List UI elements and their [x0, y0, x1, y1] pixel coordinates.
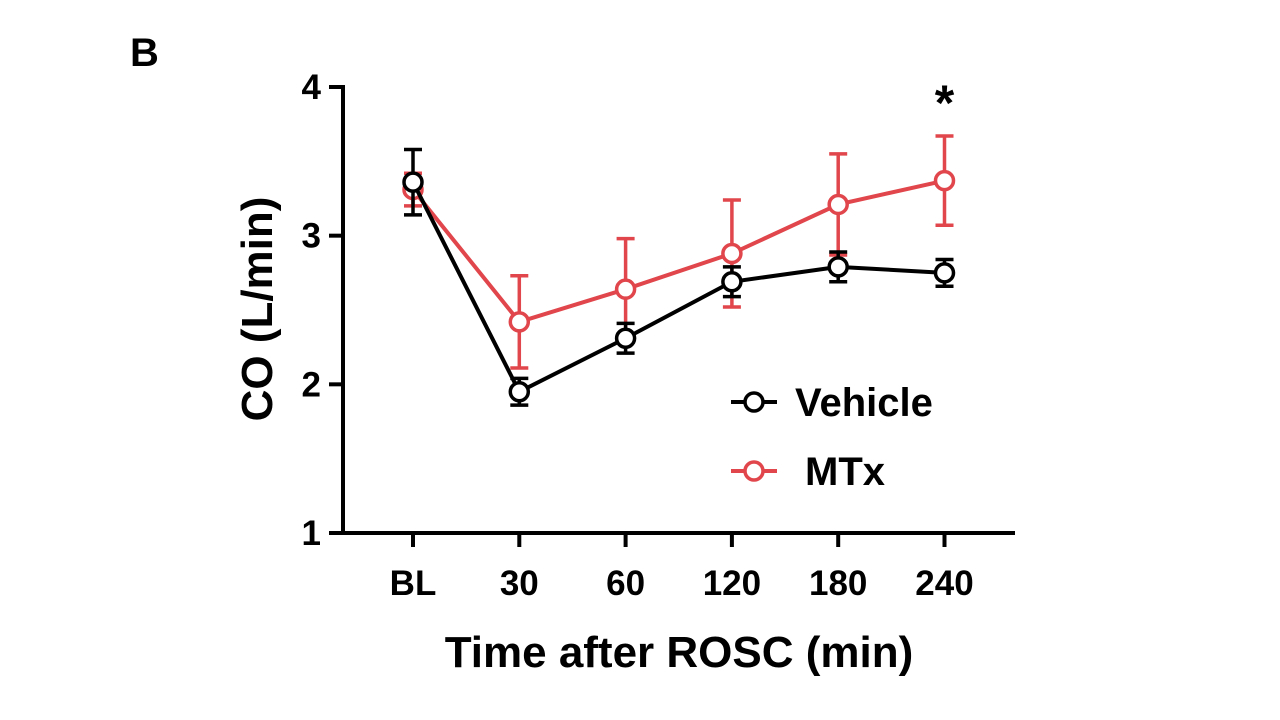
data-point-vehicle: [721, 271, 743, 293]
data-point-mtx: [721, 242, 743, 265]
y-tick-label: 1: [302, 514, 321, 553]
legend: Vehicle MTx: [731, 381, 933, 494]
series-mtx: [402, 134, 956, 370]
x-tick-label: 180: [809, 564, 867, 603]
series-line-vehicle: [411, 181, 945, 395]
y-tick-label: 4: [302, 68, 322, 107]
x-tick-label: 30: [500, 564, 539, 603]
y-axis-ticks: 1 2 3 4: [302, 68, 343, 553]
y-axis-title: CO (L/min): [233, 197, 282, 422]
y-tick-label: 3: [302, 217, 321, 256]
series-vehicle: [402, 147, 956, 407]
series-layer: [402, 134, 956, 407]
x-tick-label: 120: [703, 564, 761, 603]
data-point-vehicle: [614, 327, 637, 349]
x-tick-label: 240: [915, 564, 973, 603]
legend-marker-mtx: [743, 460, 765, 482]
panel-label: B: [130, 31, 159, 75]
x-tick-label: 60: [606, 564, 645, 603]
legend-label-mtx: MTx: [805, 450, 885, 494]
data-point-mtx: [827, 193, 849, 216]
data-point-mtx: [614, 278, 637, 300]
data-point-vehicle: [508, 381, 531, 403]
data-point-vehicle: [827, 256, 849, 278]
data-point-vehicle: [402, 171, 424, 193]
x-axis-ticks: BL 30 60 120 180 240: [390, 533, 974, 603]
x-tick-label: BL: [390, 564, 437, 603]
x-axis-title: Time after ROSC (min): [445, 628, 914, 677]
data-point-vehicle: [933, 262, 956, 284]
axes: [341, 85, 1015, 535]
data-point-mtx: [508, 311, 531, 333]
annotation-layer: *: [935, 75, 955, 131]
legend-label-vehicle: Vehicle: [795, 381, 933, 425]
data-point-mtx: [933, 169, 956, 192]
legend-marker-vehicle: [743, 391, 765, 413]
y-tick-label: 2: [302, 365, 321, 404]
significance-marker: *: [935, 75, 955, 131]
series-line-mtx: [411, 178, 945, 325]
